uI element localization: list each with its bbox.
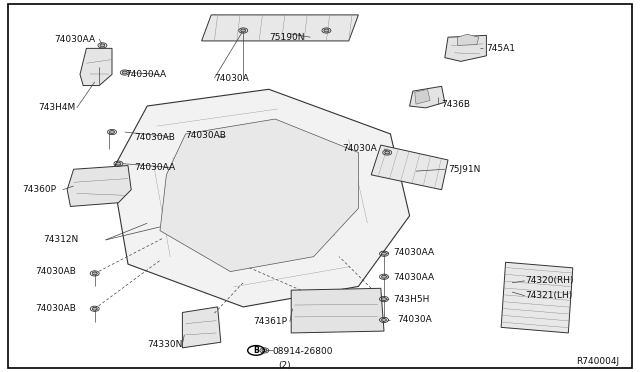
Polygon shape: [182, 307, 221, 348]
Circle shape: [324, 29, 329, 32]
Text: 745A1: 745A1: [486, 44, 515, 53]
Circle shape: [385, 151, 390, 154]
Text: 74030A: 74030A: [397, 315, 431, 324]
Text: 74030AA: 74030AA: [394, 273, 435, 282]
Text: 7436B: 7436B: [442, 100, 470, 109]
Polygon shape: [458, 34, 479, 45]
Polygon shape: [160, 119, 358, 272]
Circle shape: [92, 307, 97, 310]
Circle shape: [122, 71, 127, 74]
Polygon shape: [67, 166, 131, 206]
Text: 74312N: 74312N: [44, 235, 79, 244]
Text: 74030AA: 74030AA: [54, 35, 95, 44]
Polygon shape: [410, 86, 445, 108]
Circle shape: [92, 272, 97, 275]
Text: 08914-26800: 08914-26800: [272, 347, 333, 356]
Polygon shape: [501, 262, 573, 333]
Polygon shape: [291, 288, 384, 333]
Polygon shape: [80, 48, 112, 86]
Polygon shape: [202, 15, 358, 41]
Text: (2): (2): [278, 361, 291, 370]
Text: B: B: [253, 346, 259, 355]
Text: 75J91N: 75J91N: [448, 165, 481, 174]
Text: 74030AA: 74030AA: [394, 248, 435, 257]
Text: 75190N: 75190N: [269, 33, 304, 42]
Circle shape: [100, 44, 105, 47]
Text: 74030AA: 74030AA: [134, 163, 175, 172]
Text: 74320(RH): 74320(RH): [525, 276, 573, 285]
Polygon shape: [112, 89, 410, 307]
Text: 74030A: 74030A: [214, 74, 249, 83]
Text: 74030AB: 74030AB: [186, 131, 227, 140]
Text: R740004J: R740004J: [576, 357, 619, 366]
Text: 74030A: 74030A: [342, 144, 377, 153]
Text: 74360P: 74360P: [22, 185, 56, 194]
Circle shape: [381, 275, 387, 278]
Polygon shape: [415, 89, 430, 104]
Circle shape: [116, 162, 121, 165]
Text: 74030AB: 74030AB: [35, 267, 76, 276]
Text: 74361P: 74361P: [253, 317, 287, 326]
Circle shape: [109, 131, 115, 134]
Circle shape: [381, 252, 387, 255]
Text: 74330N: 74330N: [147, 340, 182, 349]
Text: 74321(LH): 74321(LH): [525, 291, 572, 300]
Polygon shape: [445, 35, 486, 61]
Circle shape: [381, 298, 387, 301]
Circle shape: [262, 349, 267, 352]
Polygon shape: [371, 145, 448, 190]
Text: 74030AA: 74030AA: [125, 70, 166, 79]
Text: 74030AB: 74030AB: [134, 133, 175, 142]
Text: 743H5H: 743H5H: [394, 295, 430, 304]
Circle shape: [241, 29, 246, 32]
Text: 743H4M: 743H4M: [38, 103, 76, 112]
Text: 74030AB: 74030AB: [35, 304, 76, 313]
Circle shape: [381, 318, 387, 321]
